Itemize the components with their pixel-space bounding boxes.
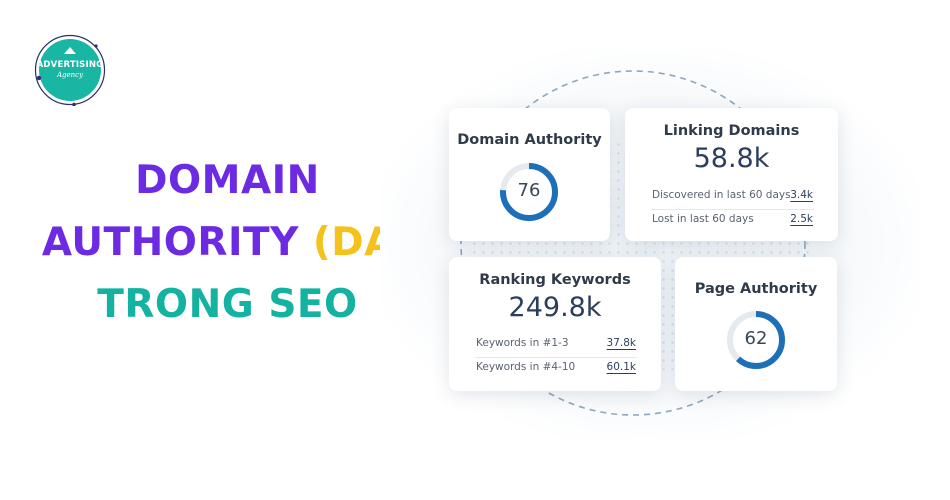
linking-domains-row: Discovered in last 60 days 3.4k — [625, 186, 838, 208]
row-label: Discovered in last 60 days — [652, 189, 791, 201]
page-authority-card: Page Authority 62 — [675, 257, 837, 391]
linking-domains-card: Linking Domains 58.8k Discovered in last… — [625, 108, 838, 241]
gauge-fill — [500, 163, 558, 221]
gauge-fill — [727, 311, 785, 369]
ranking-keywords-row: Keywords in #1-3 37.8k — [449, 334, 661, 356]
headline-line-3: TRONG SEO — [97, 282, 358, 327]
row-value-link[interactable]: 2.5k — [790, 213, 813, 225]
page-authority-value: 62 — [744, 328, 768, 349]
ranking-keywords-value: 249.8k — [508, 292, 602, 323]
linking-domains-value: 58.8k — [693, 143, 770, 174]
domain-authority-value: 76 — [517, 180, 541, 201]
linking-domains-title: Linking Domains — [663, 123, 800, 139]
dashed-orbit — [460, 70, 806, 416]
row-divider — [651, 209, 814, 210]
advertising-agency-logo: ADVERTISING Agency — [34, 34, 106, 106]
ranking-keywords-card: Ranking Keywords 249.8k Keywords in #1-3… — [449, 257, 661, 391]
ranking-keywords-row: Keywords in #4-10 60.1k — [449, 358, 661, 380]
row-label: Keywords in #4-10 — [476, 361, 576, 373]
page-authority-title: Page Authority — [694, 281, 818, 297]
logo-text: ADVERTISING — [36, 60, 104, 70]
headline-line-1: DOMAIN — [135, 158, 320, 203]
ranking-keywords-title: Ranking Keywords — [479, 272, 631, 288]
row-value-link[interactable]: 3.4k — [790, 189, 813, 201]
page-authority-gauge-ring — [727, 311, 785, 369]
row-label: Keywords in #1-3 — [476, 337, 569, 349]
domain-authority-title: Domain Authority — [457, 132, 602, 148]
domain-authority-card: Domain Authority 76 — [449, 108, 610, 241]
linking-domains-row: Lost in last 60 days 2.5k — [625, 210, 838, 232]
logo-subtext: Agency — [56, 71, 84, 79]
domain-authority-gauge-ring — [500, 163, 558, 221]
row-divider — [475, 357, 637, 358]
row-label: Lost in last 60 days — [652, 213, 754, 225]
row-value-link[interactable]: 37.8k — [606, 337, 636, 349]
page-authority-gauge: 62 — [725, 309, 787, 371]
logo-badge-icon — [34, 34, 106, 106]
domain-authority-gauge: 76 — [498, 161, 560, 223]
headline-authority: AUTHORITY — [41, 220, 299, 265]
row-value-link[interactable]: 60.1k — [606, 361, 636, 373]
